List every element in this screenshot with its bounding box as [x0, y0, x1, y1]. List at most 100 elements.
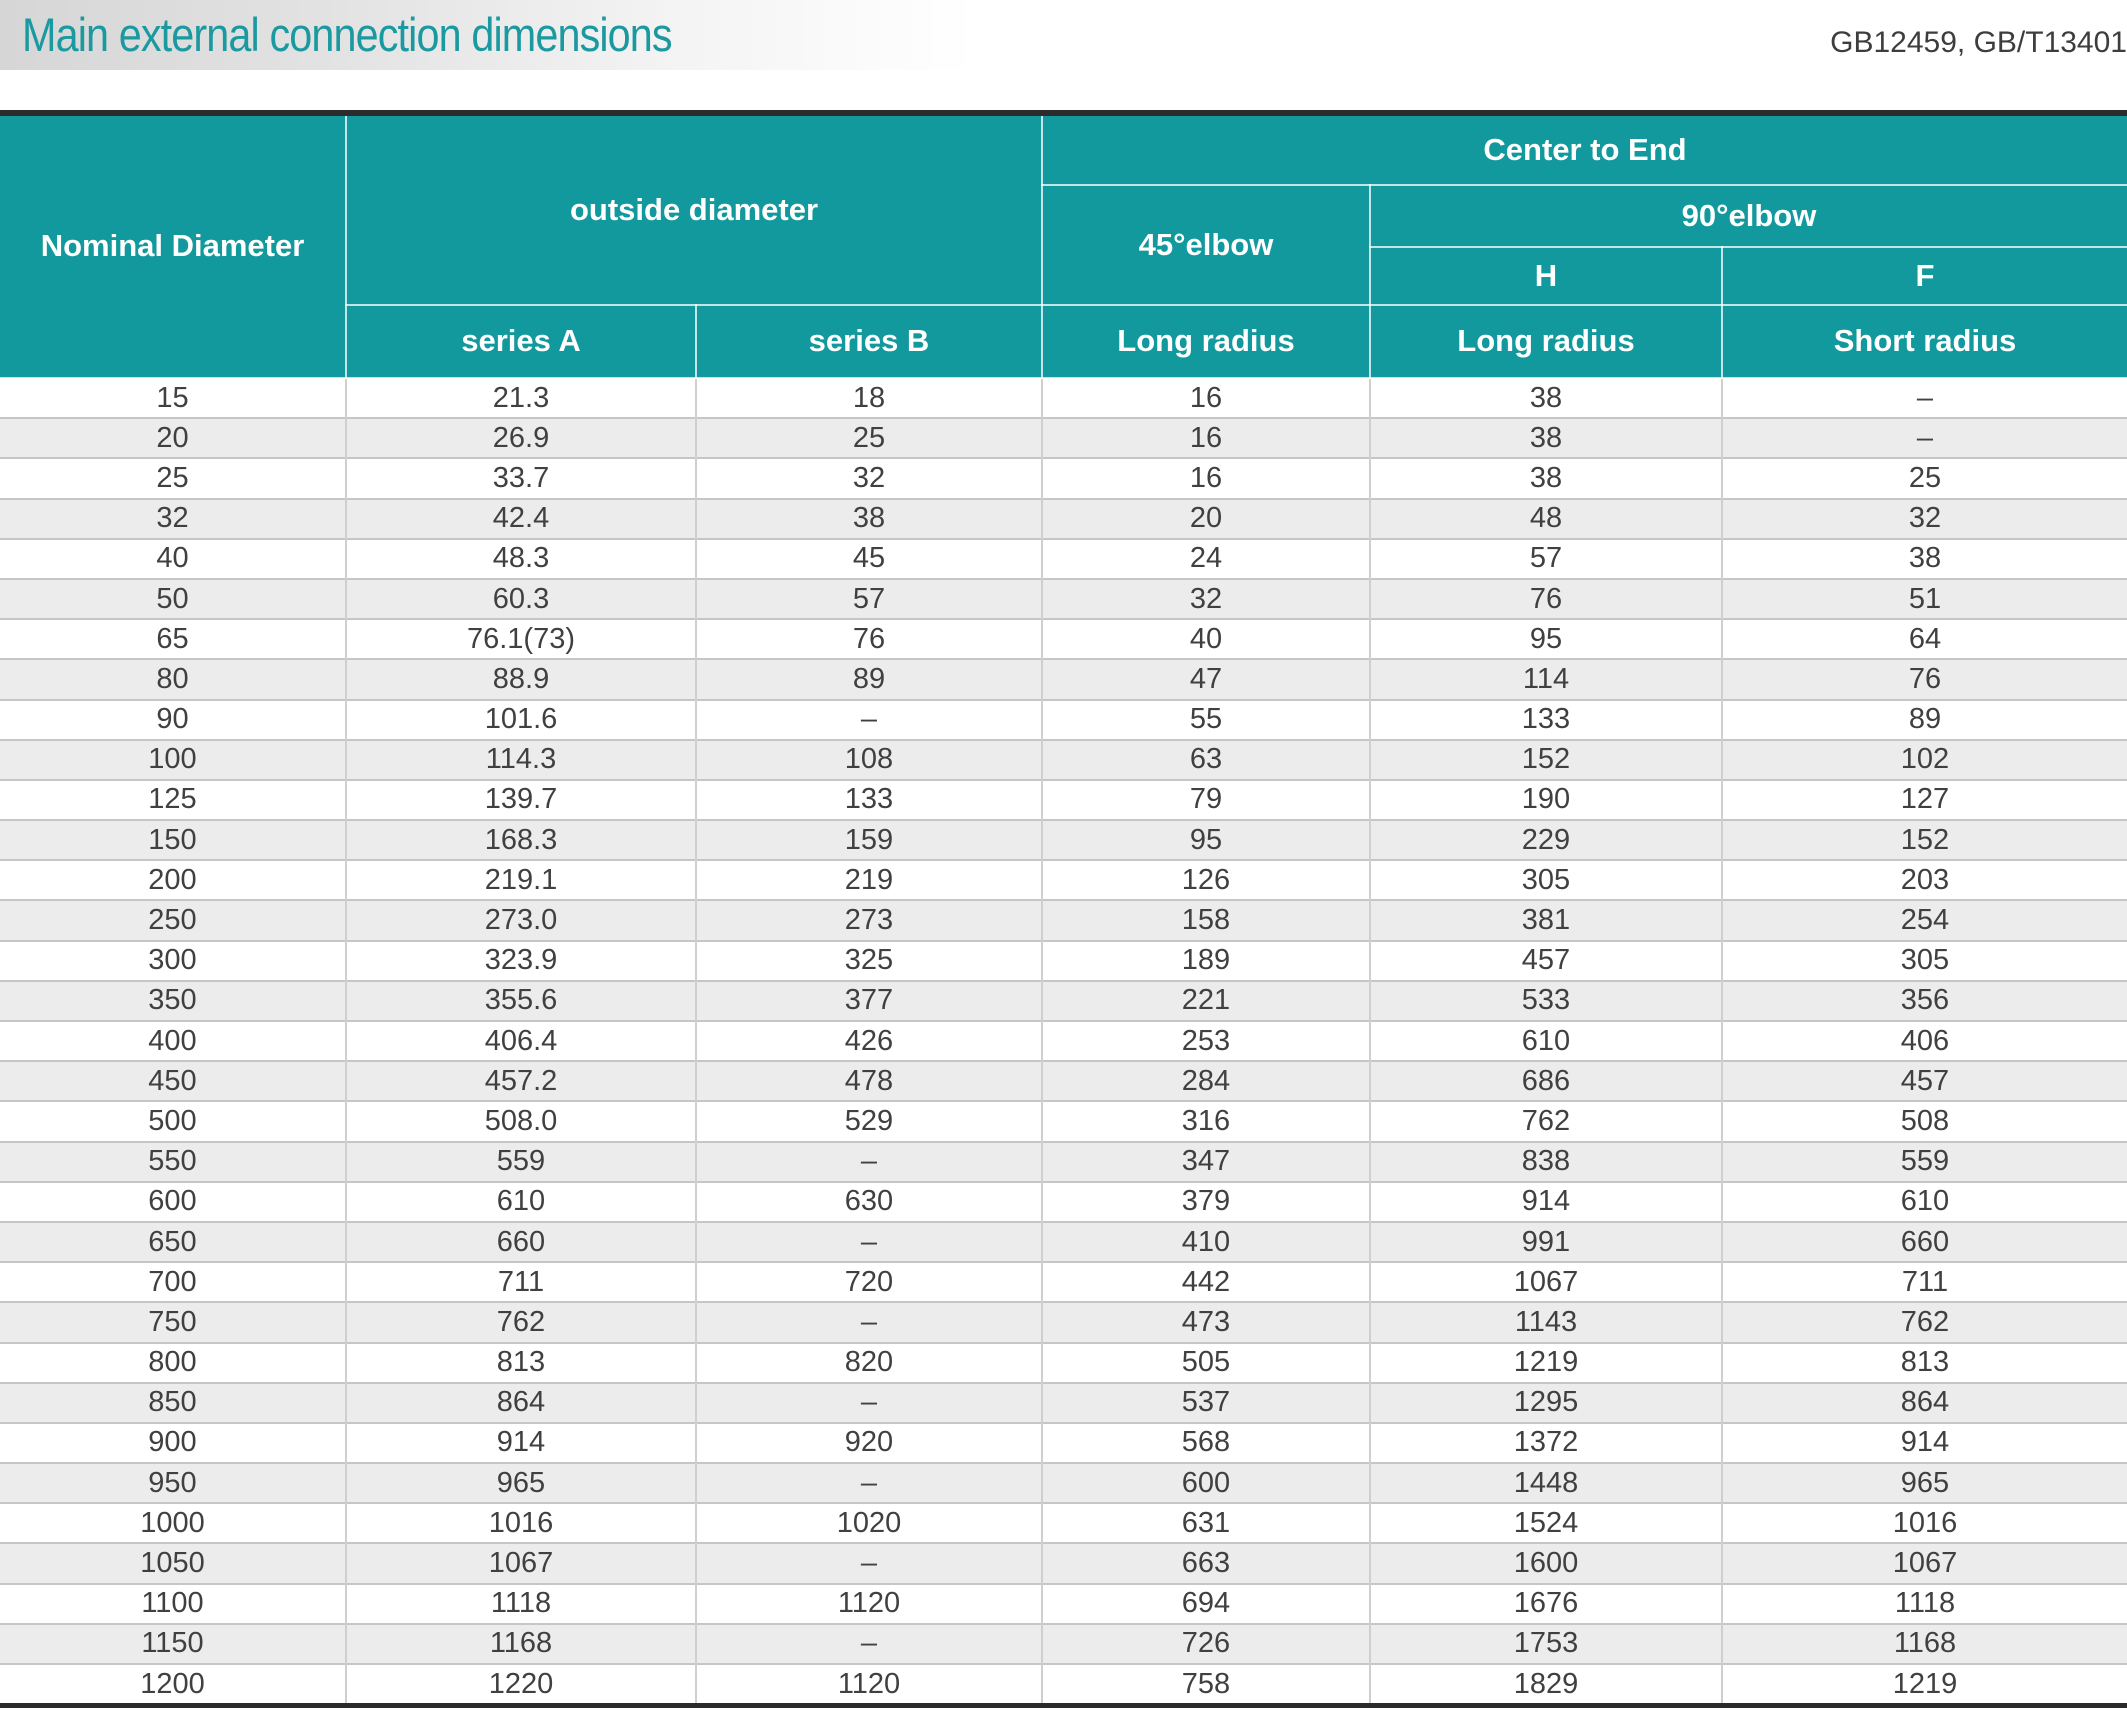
cell: 347 — [1041, 1140, 1371, 1182]
cell: – — [1721, 376, 2127, 419]
cell: – — [695, 1140, 1043, 1182]
table-row: 25 33.7 32 16 38 25 — [0, 457, 2127, 499]
cell: 24 — [1041, 537, 1371, 579]
cell: 900 — [0, 1421, 347, 1464]
cell: 1295 — [1369, 1381, 1723, 1423]
cell: 32 — [1721, 497, 2127, 539]
cell: 1448 — [1369, 1462, 1723, 1504]
cell: 1016 — [1721, 1502, 2127, 1544]
table-row: 1000 1016 1020 631 1524 1016 — [0, 1502, 2127, 1544]
cell: 89 — [1721, 698, 2127, 740]
cell: 630 — [695, 1180, 1043, 1222]
cell: 38 — [1369, 376, 1723, 419]
table-row: 550 559–347 838 559 — [0, 1140, 2127, 1182]
cell: 16 — [1041, 376, 1371, 419]
table-row: 750 762–473 1143 762 — [0, 1301, 2127, 1343]
cell: 108 — [695, 738, 1043, 780]
cell: 610 — [1721, 1180, 2127, 1222]
cell: 800 — [0, 1341, 347, 1383]
cell: 381 — [1369, 899, 1723, 941]
cell: 750 — [0, 1301, 347, 1343]
cell: 325 — [695, 939, 1043, 981]
cell: 410 — [1041, 1220, 1371, 1263]
cell: 820 — [695, 1341, 1043, 1383]
cell: 965 — [1721, 1462, 2127, 1504]
cell: 221 — [1041, 979, 1371, 1021]
header-nominal-diameter: Nominal Diameter — [0, 113, 347, 379]
cell: 76 — [695, 618, 1043, 660]
cell: 20 — [0, 417, 347, 459]
table-row: 1100 1118 1120 694 1676 1118 — [0, 1582, 2127, 1624]
table-row: 500 508.0 529 316 762 508 — [0, 1100, 2127, 1142]
cell: 219.1 — [345, 859, 697, 901]
header-h: H — [1369, 246, 1723, 306]
cell: 250 — [0, 899, 347, 941]
table-row: 1200 1220 1120 758 1829 1219 — [0, 1663, 2127, 1706]
cell: 25 — [0, 457, 347, 499]
cell: 25 — [1721, 457, 2127, 499]
cell: 284 — [1041, 1060, 1371, 1102]
cell: 1067 — [1721, 1542, 2127, 1584]
cell: 63 — [1041, 738, 1371, 780]
cell: 203 — [1721, 859, 2127, 901]
header-center-to-end: Center to End — [1041, 113, 2127, 186]
cell: 762 — [345, 1301, 697, 1343]
cell: 600 — [0, 1180, 347, 1222]
cell: 457 — [1369, 939, 1723, 981]
cell: 152 — [1369, 738, 1723, 780]
cell: 500 — [0, 1100, 347, 1142]
dimensions-table: Nominal Diameter outside diameter Center… — [0, 110, 2127, 1709]
cell: 65 — [0, 618, 347, 660]
cell: 457.2 — [345, 1060, 697, 1102]
cell: 253 — [1041, 1019, 1371, 1062]
cell: 47 — [1041, 658, 1371, 700]
cell: 126 — [1041, 859, 1371, 901]
cell: 762 — [1369, 1100, 1723, 1142]
header-90-elbow: 90°elbow — [1369, 184, 2127, 248]
cell: 38 — [1721, 537, 2127, 579]
cell: 152 — [1721, 819, 2127, 861]
cell: 379 — [1041, 1180, 1371, 1222]
cell: 762 — [1721, 1301, 2127, 1343]
cell: – — [1721, 417, 2127, 459]
cell: 356 — [1721, 979, 2127, 1021]
cell: 18 — [695, 376, 1043, 419]
cell: 305 — [1369, 859, 1723, 901]
cell: 139.7 — [345, 778, 697, 821]
cell: 127 — [1721, 778, 2127, 821]
table-row: 450 457.2 478 284 686 457 — [0, 1060, 2127, 1102]
header-long-radius-h: Long radius — [1369, 304, 1723, 379]
cell: 1524 — [1369, 1502, 1723, 1544]
cell: 550 — [0, 1140, 347, 1182]
table-row: 50 60.3 57 32 76 51 — [0, 577, 2127, 620]
cell: 406.4 — [345, 1019, 697, 1062]
cell: 914 — [345, 1421, 697, 1464]
cell: 60.3 — [345, 577, 697, 620]
table-row: 1050 1067–663 1600 1067 — [0, 1542, 2127, 1584]
cell: 457 — [1721, 1060, 2127, 1102]
cell: 89 — [695, 658, 1043, 700]
cell: 15 — [0, 376, 347, 419]
cell: 95 — [1369, 618, 1723, 660]
cell: 1000 — [0, 1502, 347, 1544]
table-row: 125 139.7 133 79 190 127 — [0, 778, 2127, 821]
table-row: 15 21.3 18 16 38– — [0, 376, 2127, 419]
header-short-radius-f: Short radius — [1721, 304, 2127, 379]
cell: 305 — [1721, 939, 2127, 981]
cell: 219 — [695, 859, 1043, 901]
table-row: 300 323.9 325 189 457 305 — [0, 939, 2127, 981]
cell: 32 — [0, 497, 347, 539]
table-row: 250 273.0 273 158 381 254 — [0, 899, 2127, 941]
cell: 355.6 — [345, 979, 697, 1021]
cell: 610 — [1369, 1019, 1723, 1062]
table-row: 700 711 720 442 1067 711 — [0, 1261, 2127, 1303]
title-background — [0, 0, 975, 70]
cell: 610 — [345, 1180, 697, 1222]
table-row: 90 101.6–55 133 89 — [0, 698, 2127, 740]
cell: 100 — [0, 738, 347, 780]
cell: 150 — [0, 819, 347, 861]
cell: 21.3 — [345, 376, 697, 419]
cell: 16 — [1041, 417, 1371, 459]
cell: 694 — [1041, 1582, 1371, 1624]
table-body: 15 21.3 18 16 38–20 26.9 25 16 38–25 33.7 32 16 38 25… — [0, 376, 2127, 1706]
